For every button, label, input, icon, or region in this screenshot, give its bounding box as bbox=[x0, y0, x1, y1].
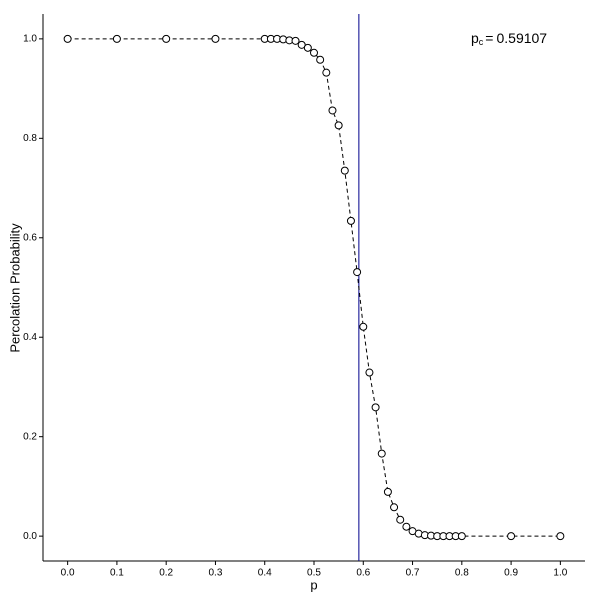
data-point bbox=[390, 503, 399, 512]
threshold-annotation: pc = 0.59107 bbox=[471, 30, 547, 48]
data-point bbox=[316, 55, 325, 64]
x-tick-label: 0.8 bbox=[455, 568, 469, 579]
data-point bbox=[291, 36, 300, 45]
annotation-symbol: p bbox=[471, 30, 479, 46]
y-axis-title: Percolation Probability bbox=[7, 223, 22, 353]
y-tick-label: 0.8 bbox=[23, 133, 37, 144]
data-point bbox=[310, 48, 318, 57]
y-tick-label: 0.0 bbox=[23, 531, 37, 542]
data-point bbox=[211, 34, 220, 43]
data-point bbox=[322, 68, 331, 77]
data-point bbox=[340, 166, 349, 175]
annotation-relation: = bbox=[485, 30, 493, 46]
x-tick-label: 0.2 bbox=[159, 568, 173, 579]
data-point bbox=[162, 34, 171, 43]
data-point bbox=[371, 403, 380, 412]
data-point bbox=[556, 532, 565, 541]
x-tick-label: 0.4 bbox=[258, 568, 272, 579]
y-tick-label: 1.0 bbox=[23, 34, 37, 45]
x-tick-label: 0.1 bbox=[110, 568, 124, 579]
x-tick-label: 0.7 bbox=[406, 568, 420, 579]
data-point bbox=[396, 515, 405, 524]
data-point bbox=[383, 487, 392, 496]
data-point bbox=[457, 532, 466, 541]
data-point bbox=[303, 43, 312, 52]
data-point bbox=[507, 532, 516, 541]
data-point bbox=[353, 268, 362, 277]
data-point bbox=[377, 449, 386, 458]
x-tick-label: 1.0 bbox=[553, 568, 567, 579]
data-point bbox=[365, 368, 374, 377]
x-tick-label: 0.3 bbox=[209, 568, 223, 579]
y-tick-label: 0.4 bbox=[23, 332, 37, 343]
x-axis-title: p bbox=[310, 577, 317, 592]
x-tick-label: 0.6 bbox=[356, 568, 370, 579]
data-point bbox=[63, 34, 72, 43]
data-point bbox=[334, 121, 343, 130]
y-tick-label: 0.6 bbox=[23, 232, 37, 243]
x-tick-label: 0.9 bbox=[504, 568, 518, 579]
series-line bbox=[67, 38, 561, 537]
x-tick-label: 0.5 bbox=[307, 568, 321, 579]
data-point bbox=[359, 322, 368, 331]
annotation-subscript: c bbox=[479, 37, 484, 47]
data-point bbox=[112, 34, 121, 43]
x-tick-label: 0.0 bbox=[61, 568, 75, 579]
data-point bbox=[328, 106, 337, 115]
annotation-value: 0.59107 bbox=[496, 30, 547, 46]
data-point bbox=[346, 216, 355, 225]
y-tick-label: 0.2 bbox=[23, 431, 37, 442]
data-point bbox=[402, 522, 411, 531]
